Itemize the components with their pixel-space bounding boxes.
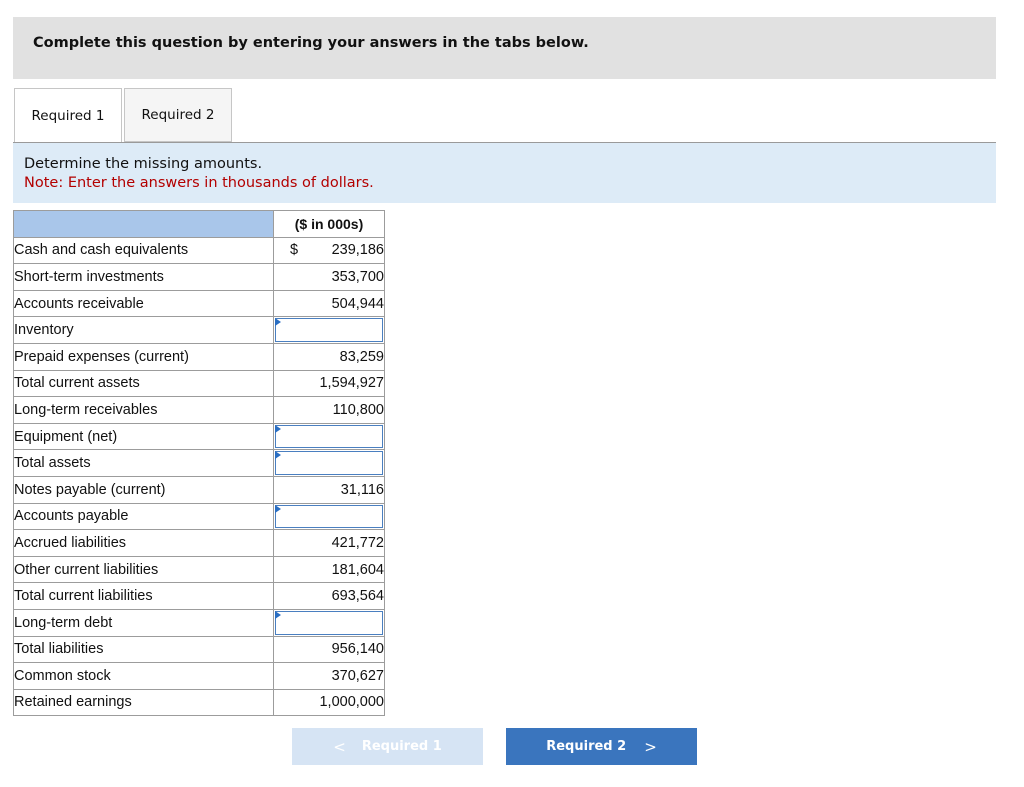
amount-value: 504,944 <box>331 295 384 312</box>
table-row: Equipment (net) <box>13 422 385 451</box>
input-flag-icon <box>275 504 281 513</box>
amount-cell: 1,594,927 <box>273 369 385 398</box>
table-row: Notes payable (current) 31,116 <box>13 475 385 504</box>
amount-value: 956,140 <box>331 641 384 658</box>
row-label: Notes payable (current) <box>13 475 274 504</box>
prompt-note: Note: Enter the answers in thousands of … <box>24 175 374 191</box>
amount-cell: 1,000,000 <box>273 688 385 717</box>
table-row: Common stock 370,627 <box>13 662 385 690</box>
row-label: Total assets <box>13 449 274 477</box>
prev-tab-button: < Required 1 <box>292 728 483 765</box>
table-row: Total liabilities 956,140 <box>13 635 385 664</box>
balance-sheet-table: ($ in 000s) Cash and cash equivalents $23… <box>13 210 385 717</box>
row-label: Accrued liabilities <box>13 529 274 557</box>
table-row: Long-term receivables 110,800 <box>13 396 385 424</box>
row-label: Other current liabilities <box>13 555 274 584</box>
input-flag-icon <box>275 451 281 460</box>
row-label: Accounts receivable <box>13 289 274 318</box>
tab-required-1[interactable]: Required 1 <box>14 88 122 143</box>
answer-input[interactable] <box>275 424 383 449</box>
answer-cell[interactable] <box>273 608 385 637</box>
row-label: Cash and cash equivalents <box>13 236 274 265</box>
next-tab-label: Required 2 <box>546 739 627 754</box>
amount-value: 1,000,000 <box>319 694 384 711</box>
answer-input[interactable] <box>275 610 383 635</box>
amount-cell: 370,627 <box>273 662 385 690</box>
row-label: Long-term debt <box>13 608 274 637</box>
table-row: Short-term investments 353,700 <box>13 263 385 291</box>
label-column-header <box>13 210 274 238</box>
tab-required-2[interactable]: Required 2 <box>124 88 232 142</box>
table-header-row: ($ in 000s) <box>13 210 385 238</box>
prompt-text: Determine the missing amounts. <box>24 156 263 172</box>
answer-cell[interactable] <box>273 502 385 531</box>
row-label: Total liabilities <box>13 635 274 664</box>
amount-cell: 83,259 <box>273 342 385 371</box>
answer-input[interactable] <box>275 318 383 342</box>
table-row: Retained earnings 1,000,000 <box>13 688 385 717</box>
amount-cell: 693,564 <box>273 582 385 610</box>
amount-cell: 956,140 <box>273 635 385 664</box>
amount-value: 181,604 <box>331 561 384 578</box>
amount-cell: 31,116 <box>273 475 385 504</box>
amount-value: 693,564 <box>331 588 384 605</box>
amount-value: 353,700 <box>331 268 384 285</box>
table-row: Accounts receivable 504,944 <box>13 289 385 318</box>
answer-cell[interactable] <box>273 316 385 344</box>
answer-input[interactable] <box>275 504 383 529</box>
amount-column-header: ($ in 000s) <box>273 210 385 238</box>
table-row: Accrued liabilities 421,772 <box>13 529 385 557</box>
currency-symbol: $ <box>290 242 299 259</box>
row-label: Total current assets <box>13 369 274 398</box>
row-label: Total current liabilities <box>13 582 274 610</box>
input-flag-icon <box>275 424 281 433</box>
row-label: Inventory <box>13 316 274 344</box>
table-row: Long-term debt <box>13 608 385 637</box>
amount-cell: $239,186 <box>273 236 385 265</box>
table-row: Prepaid expenses (current) 83,259 <box>13 342 385 371</box>
chevron-left-icon: < <box>333 737 346 756</box>
row-label: Retained earnings <box>13 688 274 717</box>
row-label: Prepaid expenses (current) <box>13 342 274 371</box>
chevron-right-icon: > <box>644 737 657 756</box>
amount-cell: 353,700 <box>273 263 385 291</box>
instruction-text: Complete this question by entering your … <box>33 35 589 51</box>
row-label: Equipment (net) <box>13 422 274 451</box>
next-tab-button[interactable]: Required 2 > <box>506 728 697 765</box>
amount-cell: 110,800 <box>273 396 385 424</box>
input-flag-icon <box>275 610 281 619</box>
amount-cell: 181,604 <box>273 555 385 584</box>
prev-tab-label: Required 1 <box>361 739 442 754</box>
row-label: Long-term receivables <box>13 396 274 424</box>
row-label: Common stock <box>13 662 274 690</box>
amount-value: 370,627 <box>331 667 384 684</box>
table-row: Other current liabilities 181,604 <box>13 555 385 584</box>
amount-value: 239,186 <box>331 242 384 259</box>
table-row: Total assets <box>13 449 385 477</box>
tab-divider <box>13 142 996 143</box>
amount-value: 83,259 <box>339 348 384 365</box>
input-flag-icon <box>275 318 281 327</box>
answer-cell[interactable] <box>273 449 385 477</box>
instruction-bar: Complete this question by entering your … <box>13 17 996 79</box>
amount-value: 31,116 <box>340 481 384 498</box>
table-row: Inventory <box>13 316 385 344</box>
table-row: Total current liabilities 693,564 <box>13 582 385 610</box>
row-label: Short-term investments <box>13 263 274 291</box>
answer-input[interactable] <box>275 451 383 475</box>
amount-cell: 421,772 <box>273 529 385 557</box>
table-row: Total current assets 1,594,927 <box>13 369 385 398</box>
amount-value: 1,594,927 <box>319 375 384 392</box>
answer-cell[interactable] <box>273 422 385 451</box>
row-label: Accounts payable <box>13 502 274 531</box>
table-row: Accounts payable <box>13 502 385 531</box>
table-row: Cash and cash equivalents $239,186 <box>13 236 385 265</box>
amount-cell: 504,944 <box>273 289 385 318</box>
amount-value: 421,772 <box>331 534 384 551</box>
table-body: Cash and cash equivalents $239,186 Short-t… <box>13 236 385 717</box>
amount-value: 110,800 <box>332 401 384 418</box>
prompt-box: Determine the missing amounts. Note: Ent… <box>13 143 996 203</box>
